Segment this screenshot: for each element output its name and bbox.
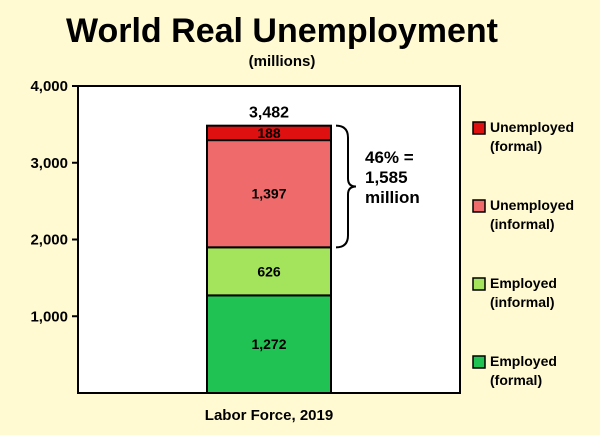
segment-value-label: 626 <box>257 263 281 279</box>
stacked-bar: 1,272 626 1,397 188 <box>206 124 332 394</box>
segment-value-label: 188 <box>257 125 281 141</box>
legend-label: (informal) <box>490 216 555 232</box>
legend-label: (informal) <box>490 294 555 310</box>
segment-value-label: 1,272 <box>251 336 286 352</box>
legend: Unemployed (formal) Unemployed (informal) Em… <box>472 119 574 388</box>
legend-swatch <box>472 355 486 369</box>
y-axis: 4,000 3,000 2,000 1,000 <box>30 78 78 325</box>
y-tick-label: 1,000 <box>30 308 68 325</box>
total-label: 3,482 <box>249 105 289 122</box>
legend-swatch <box>472 277 486 291</box>
annotation-line: million <box>365 188 420 207</box>
legend-label: (formal) <box>490 138 542 154</box>
legend-swatch <box>472 121 486 135</box>
legend-swatch <box>472 199 486 213</box>
legend-label: Employed <box>490 353 557 369</box>
segment-value-label: 1,397 <box>251 186 286 202</box>
bar-segment <box>206 124 332 142</box>
legend-label: Employed <box>490 275 557 291</box>
y-tick-label: 3,000 <box>30 155 68 172</box>
legend-label: Unemployed <box>490 197 574 213</box>
y-tick-label: 2,000 <box>30 232 68 249</box>
chart-subtitle: (millions) <box>249 53 316 70</box>
annotation-line: 46% = <box>365 148 414 167</box>
x-category-label: Labor Force, 2019 <box>205 407 333 424</box>
y-tick-label: 4,000 <box>30 78 68 95</box>
brace-annotation <box>335 124 357 249</box>
annotation-line: 1,585 <box>365 168 408 187</box>
bar-segment <box>206 139 332 249</box>
legend-label: (formal) <box>490 372 542 388</box>
chart-title: World Real Unemployment <box>66 12 498 50</box>
legend-label: Unemployed <box>490 119 574 135</box>
bar-segment <box>206 294 332 394</box>
